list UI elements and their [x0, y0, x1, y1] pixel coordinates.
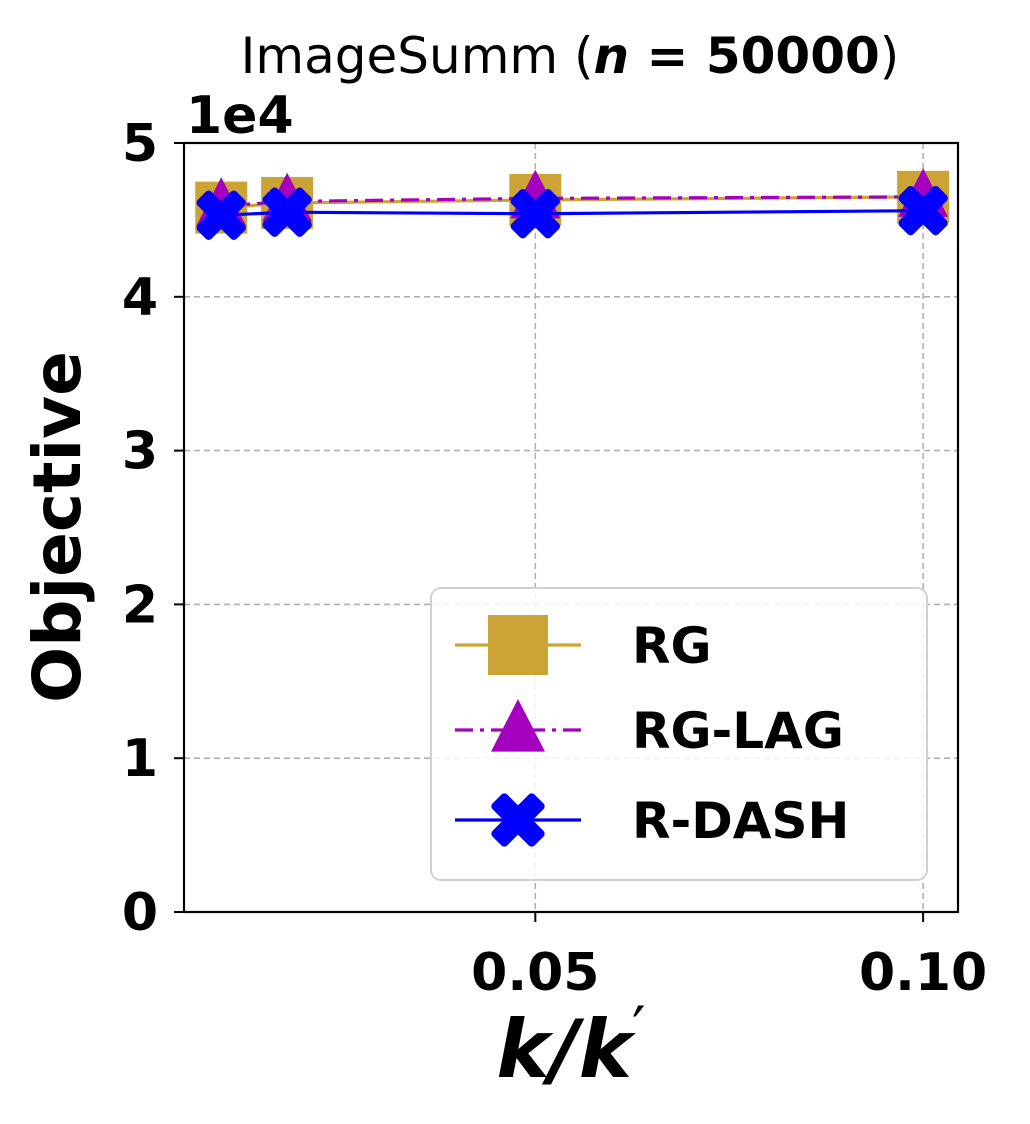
legend-label-1: RG-LAG [632, 702, 844, 760]
legend: RG RG-LAG R-DASH [430, 587, 928, 881]
legend-label-2: R-DASH [632, 792, 849, 850]
series-line-1 [221, 195, 924, 208]
y-ticks: 0 1 2 3 4 5 [122, 114, 184, 943]
legend-label-0: RG [632, 617, 712, 675]
series-line-2 [221, 209, 924, 217]
y-axis-label: Objective [19, 351, 96, 703]
y-offset-label: 1e4 [186, 86, 294, 146]
chart-title-variable: n [594, 27, 630, 85]
x-axis-label: k/k′ [496, 994, 645, 1096]
y-tick-label-4: 4 [122, 268, 158, 328]
y-tick-label-1: 1 [122, 729, 158, 789]
chart-title-equation: = 50000 [629, 27, 880, 85]
legend-entry-1: RG-LAG [455, 698, 844, 760]
plot-area-frame [182, 141, 960, 914]
x-ticks: 0.05 0.10 [471, 912, 987, 1003]
chart-title-prefix: ImageSumm ( [241, 27, 594, 85]
series-layer [195, 168, 950, 240]
y-tick-label-5: 5 [122, 114, 158, 174]
legend-marker-1 [491, 698, 545, 752]
x-axis-label-prime: ′ [632, 994, 646, 1064]
y-tick-label-0: 0 [122, 883, 158, 943]
series-2-point-3 [898, 185, 948, 236]
x-axis-label-slash: / [542, 1003, 585, 1096]
x-axis-label-kprime: k [579, 1003, 637, 1096]
x-axis-label-k: k [496, 1003, 554, 1096]
x-tick-label-0: 0.05 [471, 943, 599, 1003]
chart-title: ImageSumm (n = 50000) [241, 27, 900, 85]
x-tick-label-1: 0.10 [859, 943, 987, 1003]
legend-entry-2: R-DASH [455, 792, 849, 850]
legend-box [430, 587, 928, 881]
chart-title-suffix: ) [880, 27, 900, 85]
series-2-point-0 [196, 190, 246, 240]
legend-marker-2 [491, 793, 545, 847]
y-tick-label-2: 2 [122, 575, 158, 635]
legend-entries: RG RG-LAG R-DASH [455, 615, 849, 850]
series-2-point-1 [262, 187, 312, 237]
series-2 [196, 185, 948, 240]
y-tick-label-3: 3 [122, 422, 158, 482]
series-2-point-2 [510, 189, 561, 239]
legend-entry-0: RG [455, 615, 712, 675]
legend-marker-0 [488, 615, 548, 675]
